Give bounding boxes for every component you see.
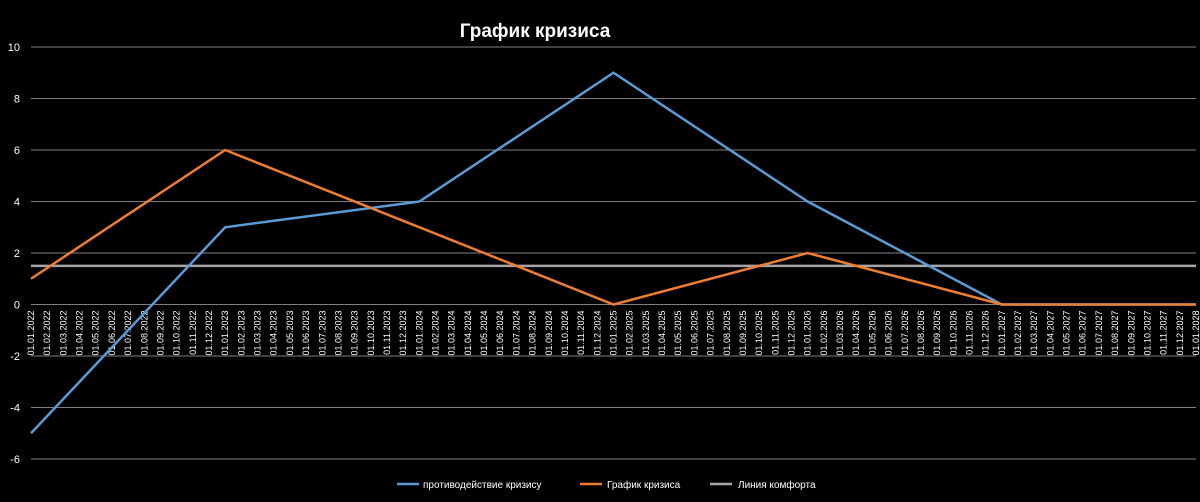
x-tick-label: 01.11.2024 <box>576 311 586 355</box>
legend-label: противодействие кризису <box>423 480 542 491</box>
y-tick-label: -6 <box>10 454 20 466</box>
x-tick-label: 01.10.2026 <box>948 311 958 356</box>
y-tick-label: 2 <box>14 248 20 260</box>
x-tick-label: 01.03.2026 <box>835 311 845 356</box>
x-tick-label: 01.02.2022 <box>42 311 52 356</box>
x-tick-label: 01.09.2026 <box>932 311 942 356</box>
x-tick-label: 01.06.2024 <box>495 310 505 355</box>
x-tick-label: 01.11.2022 <box>188 311 198 355</box>
x-tick-label: 01.10.2022 <box>172 311 182 356</box>
x-tick-label: 01.07.2026 <box>900 311 910 356</box>
y-tick-label: -4 <box>10 403 20 415</box>
x-tick-label: 01.06.2022 <box>107 311 117 356</box>
x-tick-label: 01.04.2023 <box>269 311 279 356</box>
x-tick-label: 01.02.2025 <box>625 311 635 356</box>
y-tick-label: 10 <box>8 42 20 54</box>
x-tick-label: 01.01.2024 <box>414 311 424 356</box>
x-tick-label: 01.04.2022 <box>75 311 85 356</box>
y-tick-label: 4 <box>14 197 20 209</box>
x-tick-label: 01.03.2025 <box>641 311 651 356</box>
x-tick-label: 01.01.2025 <box>609 311 619 356</box>
x-tick-label: 01.08.2026 <box>916 311 926 356</box>
x-tick-label: 01.10.2023 <box>366 311 376 356</box>
legend-label: Линия комфорта <box>738 479 816 491</box>
x-tick-label: 01.01.2028 <box>1191 311 1200 356</box>
x-tick-label: 01.01.2026 <box>803 311 813 356</box>
x-tick-label: 01.03.2024 <box>447 311 457 356</box>
x-tick-label: 01.05.2026 <box>867 311 877 356</box>
x-tick-label: 01.04.2024 <box>463 311 473 356</box>
x-tick-label: 01.01.2027 <box>997 310 1007 355</box>
x-tick-label: 01.02.2026 <box>819 311 829 356</box>
x-tick-label: 01.03.2027 <box>1029 311 1039 356</box>
x-tick-label: 01.01.2022 <box>26 311 36 356</box>
series-line <box>30 148 1196 306</box>
y-tick-label: 0 <box>14 300 20 312</box>
x-tick-label: 01.06.2027 <box>1078 311 1088 356</box>
x-tick-label: 01.12.2023 <box>398 311 408 356</box>
x-tick-label: 01.08.2025 <box>722 311 732 356</box>
y-tick-label: -2 <box>10 351 20 363</box>
x-tick-label: 01.08.2027 <box>1110 311 1120 356</box>
x-tick-label: 01.07.2022 <box>123 311 133 356</box>
x-tick-label: 01.07.2024 <box>511 311 521 356</box>
x-tick-label: 01.07.2023 <box>317 311 327 356</box>
x-tick-label: 01.02.2024 <box>431 311 441 356</box>
x-tick-label: 01.06.2026 <box>884 311 894 356</box>
x-tick-label: 01.08.2024 <box>528 311 538 356</box>
x-tick-label: 01.09.2025 <box>738 311 748 356</box>
legend: противодействие кризису График кризиса Лин… <box>397 479 816 491</box>
legend-label: График кризиса <box>607 479 681 491</box>
x-tick-label: 01.05.2025 <box>673 311 683 356</box>
x-tick-label: 01.03.2022 <box>58 311 68 356</box>
x-tick-label: 01.02.2027 <box>1013 311 1023 356</box>
x-tick-label: 01.09.2022 <box>155 311 165 356</box>
x-tick-label: 01.01.2023 <box>220 311 230 356</box>
x-tick-label: 01.06.2023 <box>301 311 311 356</box>
x-tick-label: 01.04.2027 <box>1045 311 1055 356</box>
x-tick-label: 01.05.2027 <box>1062 311 1072 356</box>
chart-title: График кризиса <box>460 21 611 42</box>
x-tick-label: 01.08.2023 <box>333 311 343 356</box>
x-tick-label: 01.11.2023 <box>382 311 392 355</box>
x-tick-label: 01.09.2027 <box>1126 311 1136 356</box>
x-tick-label: 01.10.2024 <box>560 311 570 356</box>
x-tick-label: 01.09.2024 <box>544 311 554 356</box>
x-tick-label: 01.11.2025 <box>770 311 780 355</box>
x-tick-label: 01.09.2023 <box>350 311 360 356</box>
x-tick-label: 01.10.2025 <box>754 311 764 356</box>
x-axis-ticks: 01.01.2022 01.02.2022 01.03.2022 01.04.2022… <box>26 310 1200 355</box>
x-tick-label: 01.12.2026 <box>981 311 991 356</box>
x-tick-label: 01.07.2025 <box>706 311 716 356</box>
x-tick-label: 01.07.2027 <box>1094 311 1104 356</box>
x-tick-label: 01.05.2022 <box>91 311 101 356</box>
x-tick-label: 01.04.2026 <box>851 311 861 356</box>
x-tick-label: 01.05.2023 <box>285 311 295 356</box>
x-tick-label: 01.12.2024 <box>592 311 602 356</box>
y-tick-label: 6 <box>14 145 20 157</box>
x-tick-label: 01.10.2027 <box>1142 311 1152 356</box>
x-tick-label: 01.02.2023 <box>236 311 246 356</box>
series-lines <box>30 71 1196 435</box>
x-tick-label: 01.11.2027 <box>1159 311 1169 355</box>
x-tick-label: 01.12.2022 <box>204 311 214 356</box>
y-axis-ticks: -6 -4 -2 0 2 4 6 8 10 <box>8 42 20 466</box>
x-tick-label: 01.11.2026 <box>964 311 974 355</box>
y-tick-label: 8 <box>14 94 20 106</box>
x-tick-label: 01.12.2027 <box>1175 311 1185 356</box>
x-tick-label: 01.03.2023 <box>253 311 263 356</box>
x-tick-label: 01.12.2025 <box>786 311 796 356</box>
x-tick-label: 01.06.2025 <box>689 311 699 356</box>
x-tick-label: 01.08.2022 <box>139 311 149 356</box>
x-tick-label: 01.05.2024 <box>479 311 489 356</box>
x-tick-label: 01.04.2025 <box>657 311 667 356</box>
